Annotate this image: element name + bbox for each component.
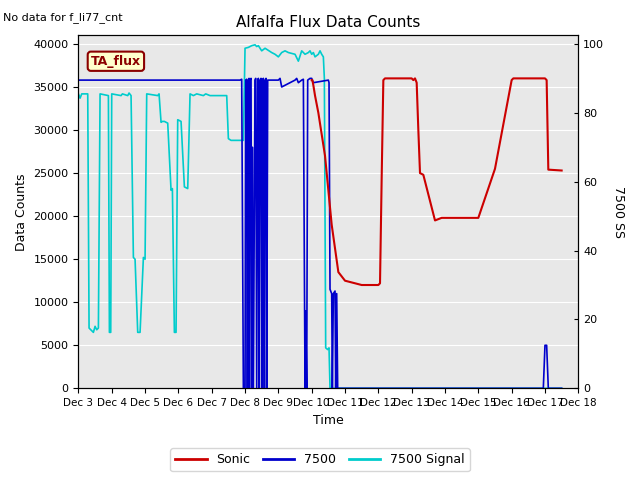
Y-axis label: 7500 SS: 7500 SS: [612, 186, 625, 238]
Text: No data for f_li77_cnt: No data for f_li77_cnt: [3, 12, 123, 23]
X-axis label: Time: Time: [313, 414, 344, 427]
Y-axis label: Data Counts: Data Counts: [15, 173, 28, 251]
Title: Alfalfa Flux Data Counts: Alfalfa Flux Data Counts: [236, 15, 420, 30]
Text: TA_flux: TA_flux: [91, 55, 141, 68]
Legend: Sonic, 7500, 7500 Signal: Sonic, 7500, 7500 Signal: [170, 448, 470, 471]
